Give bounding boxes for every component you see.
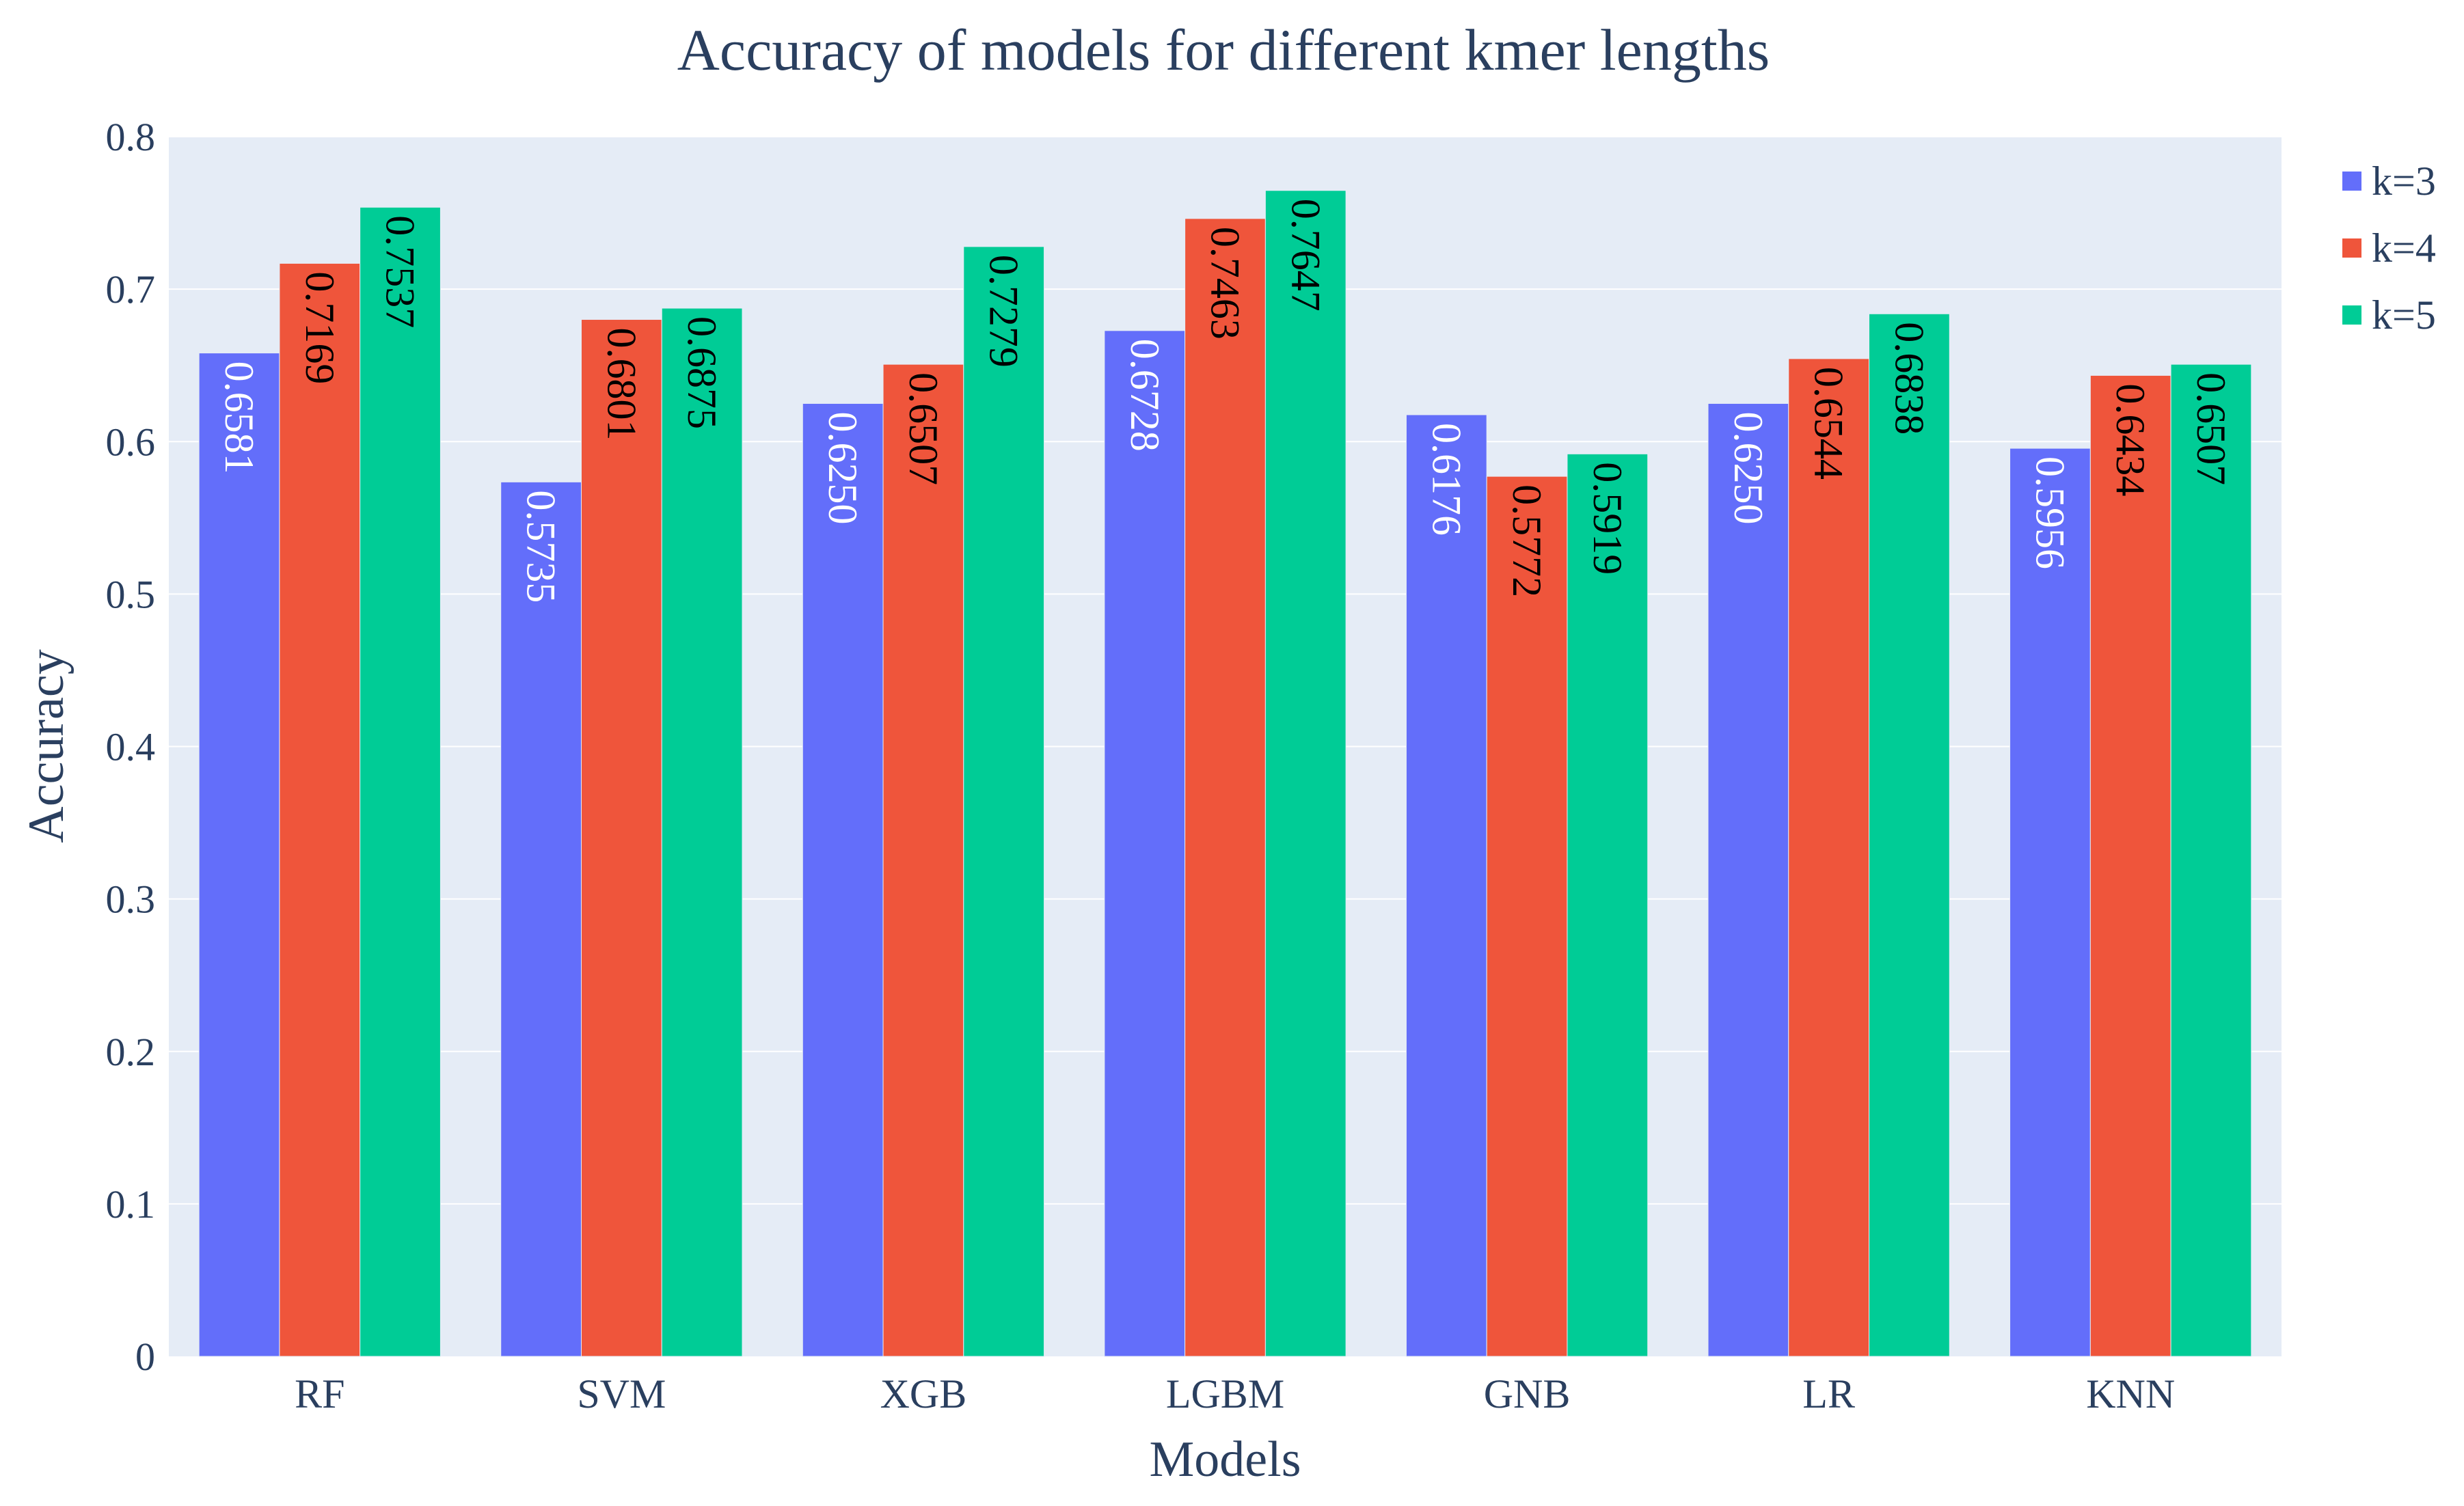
bar-k=3-GNB[interactable] [1405,414,1487,1357]
bar-value-label: 0.5919 [1585,462,1630,575]
y-tick-label: 0.8 [106,115,156,159]
bar-value-label: 0.6250 [820,411,865,524]
legend-label: k=3 [2372,159,2436,204]
legend-label: k=5 [2372,292,2436,338]
y-tick-label: 0.3 [106,877,156,922]
bar-k=5-RF[interactable] [360,206,441,1357]
bar-k=5-XGB[interactable] [963,246,1045,1357]
bar-value-label: 0.6838 [1886,322,1932,435]
legend-item-k=4[interactable]: k=4 [2342,225,2436,271]
x-tick-label: LGBM [1166,1371,1284,1416]
bar-value-label: 0.5735 [519,490,564,603]
bar-value-label: 0.6544 [1806,367,1852,480]
bar-k=5-KNN[interactable] [2170,364,2252,1357]
bar-k=5-LR[interactable] [1869,313,1950,1357]
y-axis-ticks: 0 0.1 0.2 0.3 0.4 0.5 0.6 0.7 0.8 [106,115,156,1379]
bar-k=4-LR[interactable] [1788,358,1870,1357]
bar-value-label: 0.7647 [1283,199,1328,312]
bar-value-label: 0.6250 [1726,411,1771,524]
legend[interactable]: k=3 k=4 k=5 [2342,159,2436,338]
bar-value-label: 0.6507 [901,372,946,485]
bar-k=5-SVM[interactable] [661,307,743,1357]
legend-swatch [2342,172,2361,191]
bar-value-label: 0.6801 [599,328,644,441]
bar-k=4-XGB[interactable] [882,364,964,1357]
bar-k=4-LGBM[interactable] [1184,218,1266,1357]
bar-k=4-GNB[interactable] [1486,476,1568,1357]
bar-k=5-LGBM[interactable] [1264,190,1346,1357]
bar-value-label: 0.7169 [297,271,342,384]
bar-value-label: 0.5772 [1504,484,1549,597]
legend-swatch [2342,238,2361,258]
legend-swatch [2342,305,2361,325]
x-tick-label: RF [295,1371,344,1416]
legend-item-k=5[interactable]: k=5 [2342,292,2436,338]
bar-k=3-LGBM[interactable] [1104,330,1186,1357]
x-tick-label: GNB [1484,1371,1571,1416]
legend-item-k=3[interactable]: k=3 [2342,159,2436,204]
y-axis-label: Accuracy [18,649,75,843]
bar-k=4-SVM[interactable] [580,319,662,1357]
bar-k=4-KNN[interactable] [2089,374,2171,1357]
bar-k=3-KNN[interactable] [2009,448,2091,1357]
bar-k=5-GNB[interactable] [1567,453,1649,1357]
y-tick-label: 0.6 [106,420,156,464]
x-tick-label: SVM [577,1371,666,1416]
x-axis-label: Models [1150,1432,1301,1488]
chart-title: Accuracy of models for different kmer le… [677,17,1770,83]
bar-k=3-SVM[interactable] [500,481,582,1357]
bar-value-label: 0.6875 [679,316,725,429]
bar-k=4-RF[interactable] [279,262,361,1357]
x-tick-label: LR [1802,1371,1855,1416]
y-tick-label: 0.4 [106,725,156,769]
bar-value-label: 0.6507 [2189,372,2234,485]
x-tick-label: KNN [2086,1371,2175,1416]
bar-value-label: 0.7279 [981,255,1027,368]
bar-k=3-LR[interactable] [1707,402,1789,1357]
bar-value-label: 0.6176 [1424,423,1469,536]
bar-value-label: 0.6728 [1122,339,1167,452]
y-tick-label: 0.1 [106,1182,156,1227]
bar-value-label: 0.6434 [2108,383,2153,496]
bar-k=3-RF[interactable] [198,353,280,1357]
bar-k=3-XGB[interactable] [802,402,884,1357]
bars [198,190,2252,1357]
legend-label: k=4 [2372,225,2436,271]
y-tick-label: 0.2 [106,1030,156,1074]
bar-value-label: 0.7537 [378,215,423,328]
y-tick-label: 0 [135,1334,155,1379]
x-axis-ticks: RF SVM XGB LGBM GNB LR KNN [295,1371,2175,1416]
y-tick-label: 0.7 [106,267,156,312]
bar-value-label: 0.7463 [1203,227,1248,340]
x-tick-label: XGB [880,1371,967,1416]
bar-value-label: 0.6581 [217,361,262,474]
bar-value-label: 0.5956 [2027,456,2072,569]
y-tick-label: 0.5 [106,572,156,616]
bar-value-labels: 0.6581 0.7169 0.7537 0.5735 0.6801 0.6875 0.62… [217,199,2234,603]
